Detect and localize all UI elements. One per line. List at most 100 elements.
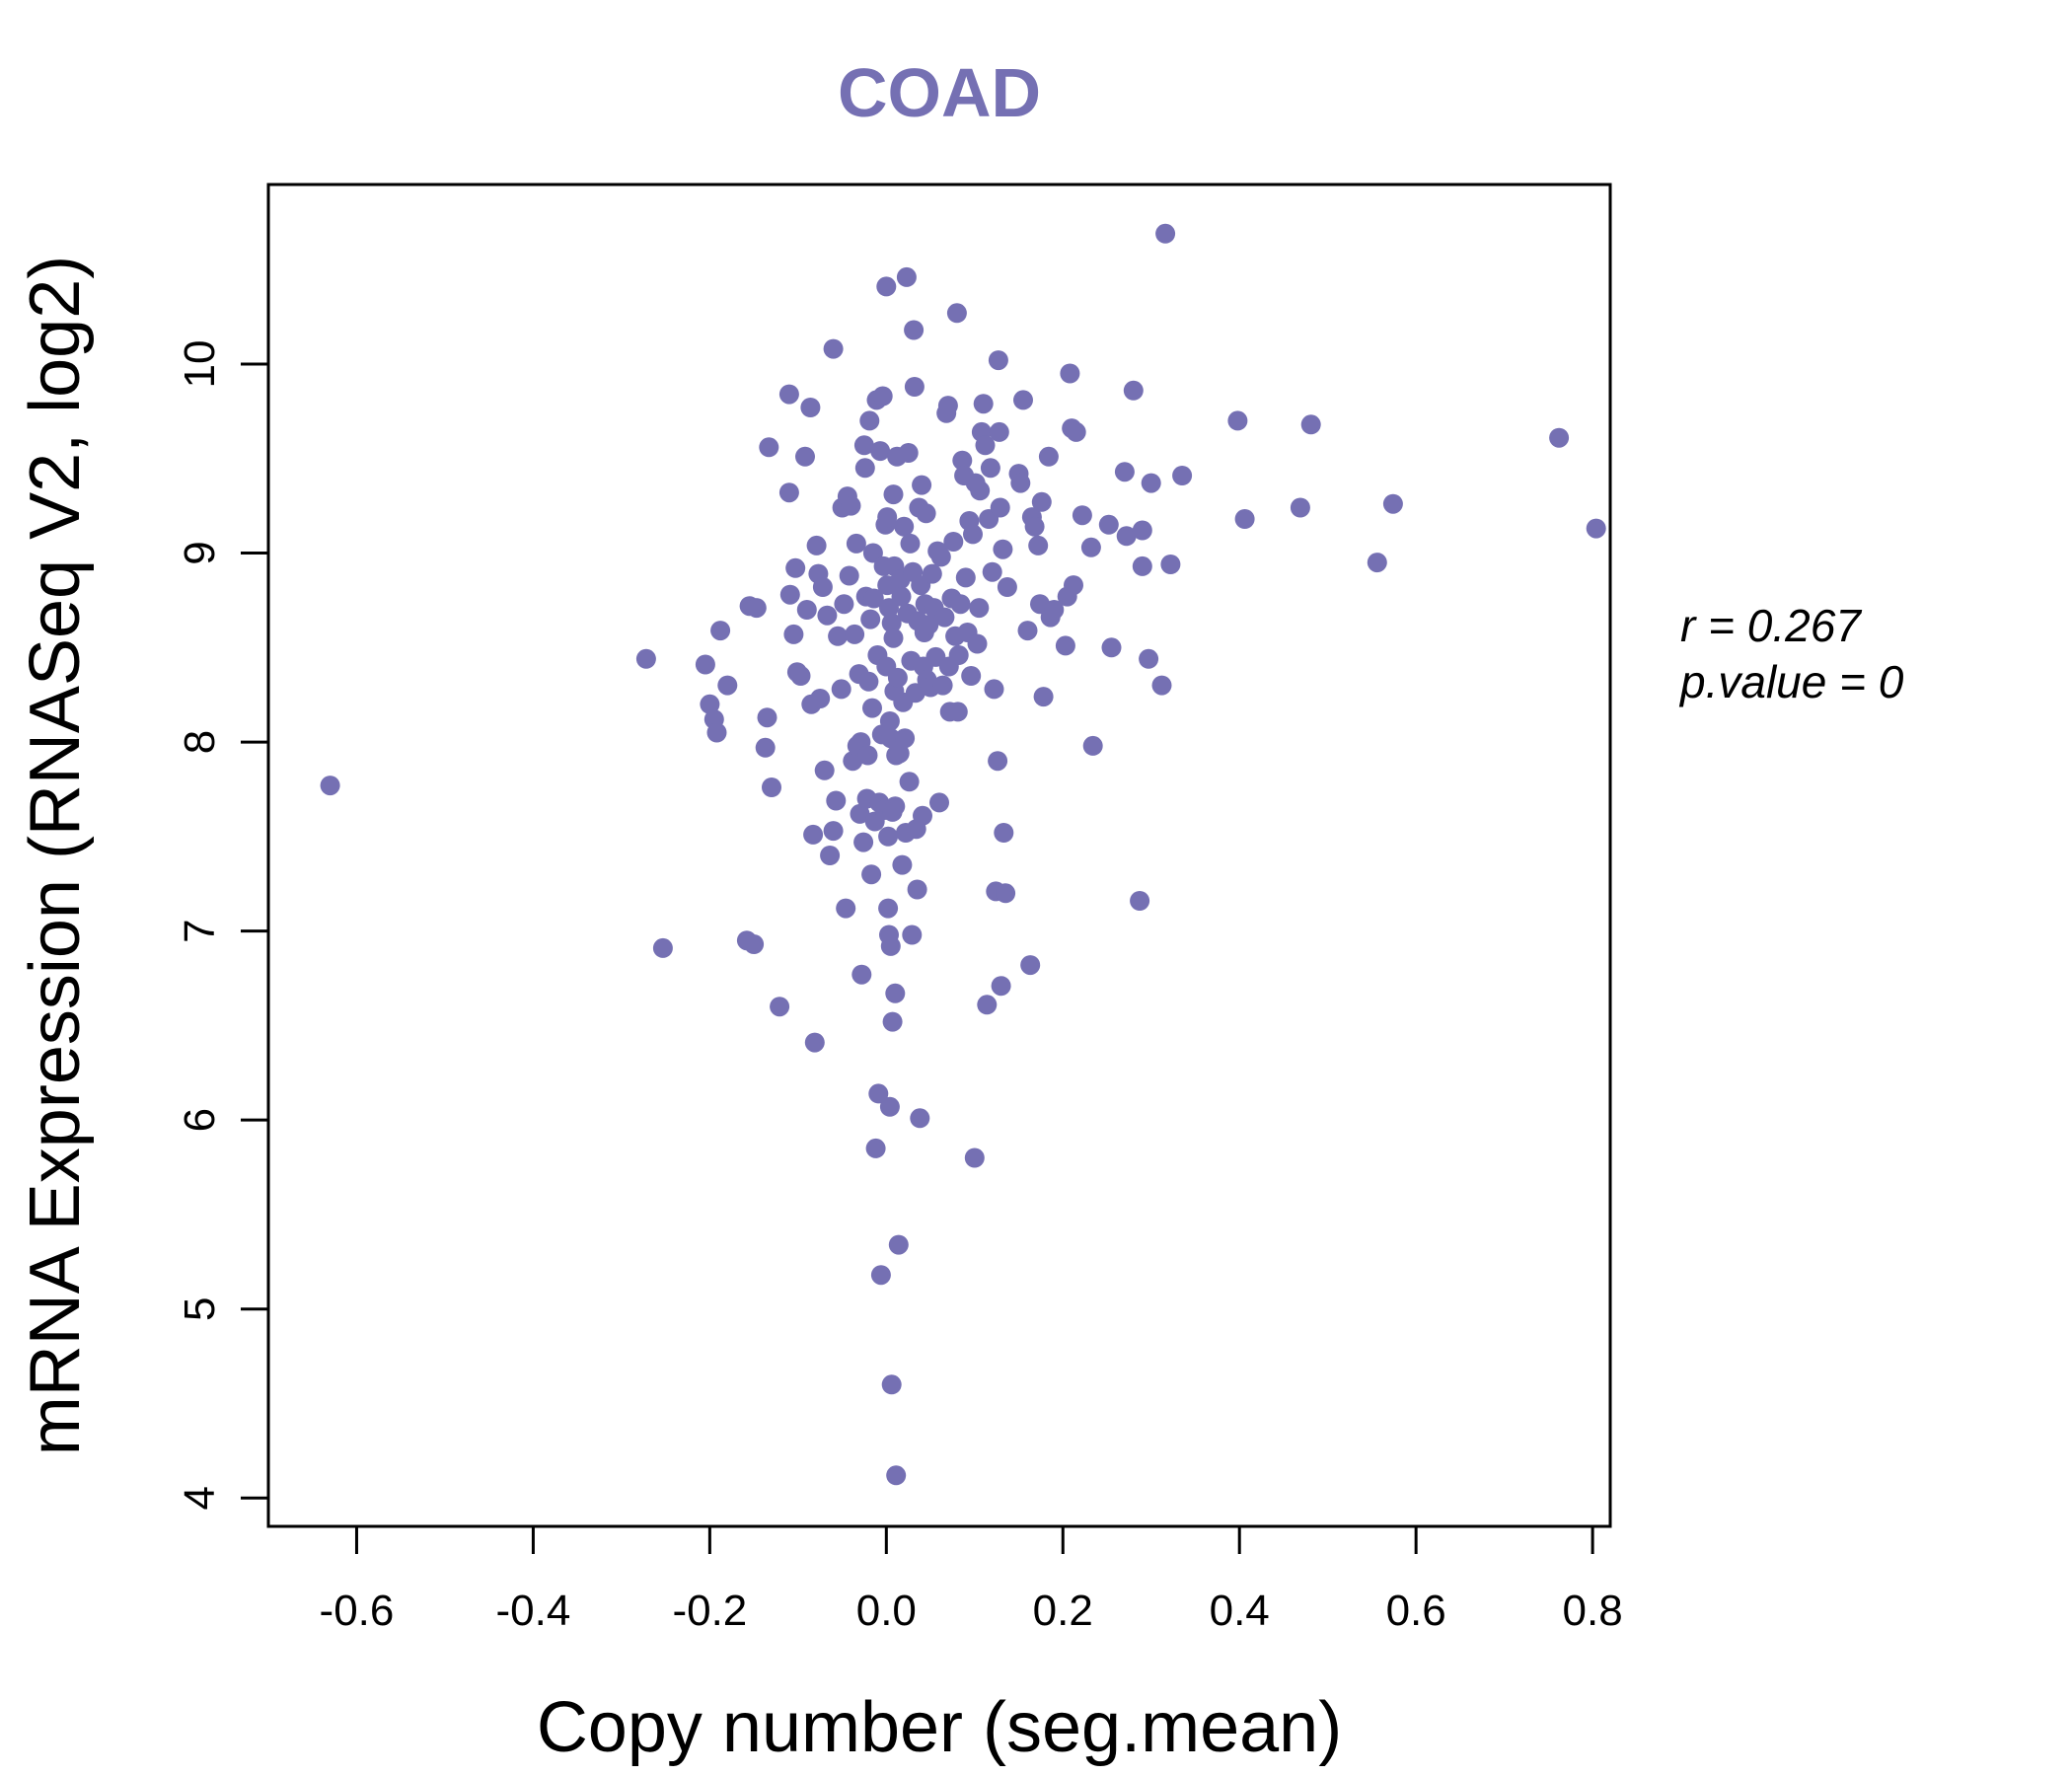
data-point: [863, 588, 884, 609]
data-point: [744, 934, 765, 954]
data-point: [1227, 410, 1248, 431]
data-point: [990, 497, 1010, 518]
data-point: [810, 689, 831, 708]
data-point: [916, 503, 936, 524]
data-point: [1017, 621, 1038, 641]
data-point: [826, 790, 847, 811]
data-point: [904, 320, 925, 340]
data-point: [899, 772, 920, 792]
data-point: [1060, 363, 1080, 384]
x-axis: -0.6 -0.4 -0.2 0.0 0.2 0.4 0.6 0.8: [320, 1524, 1623, 1635]
data-point: [1038, 446, 1059, 467]
data-point: [779, 584, 800, 605]
y-tick-label: 6: [176, 1108, 224, 1132]
data-point: [882, 801, 903, 822]
data-point: [988, 350, 1008, 371]
data-point: [695, 654, 715, 675]
data-point: [865, 1138, 886, 1158]
x-axis-title: Copy number (seg.mean): [537, 1688, 1342, 1767]
data-point: [1151, 675, 1172, 696]
data-point: [857, 745, 878, 766]
data-point: [828, 626, 849, 646]
data-point: [812, 577, 833, 597]
data-point: [1010, 473, 1031, 493]
chart-title: COAD: [838, 54, 1041, 131]
data-point: [878, 898, 899, 919]
y-tick-label: 8: [176, 730, 224, 754]
x-tick-label: 0.4: [1210, 1587, 1270, 1635]
data-point: [1130, 891, 1150, 911]
data-point: [880, 935, 901, 956]
data-point: [806, 535, 827, 555]
data-point: [1160, 555, 1181, 574]
data-point: [1132, 555, 1152, 576]
data-point: [991, 976, 1011, 997]
data-point: [982, 561, 1002, 582]
data-point: [860, 609, 881, 629]
data-point: [1066, 421, 1086, 442]
data-point: [934, 607, 955, 628]
data-point: [1072, 505, 1092, 526]
data-point: [868, 1083, 889, 1104]
p-value-label: p.value = 0: [1678, 656, 1904, 707]
y-tick-label: 9: [176, 541, 224, 564]
y-axis-title: mRNA Expression (RNASeq V2, log2): [16, 256, 95, 1455]
data-point: [843, 751, 863, 772]
data-point: [823, 338, 844, 359]
data-point: [1290, 497, 1310, 518]
data-point: [862, 543, 883, 563]
data-point: [1172, 466, 1193, 485]
data-point: [1549, 427, 1570, 448]
y-tick-label: 5: [176, 1296, 224, 1320]
plot-frame: [266, 183, 1612, 1528]
data-point: [993, 539, 1013, 559]
data-point: [859, 410, 880, 431]
data-point: [1020, 955, 1041, 976]
data-point: [937, 396, 958, 416]
data-point: [879, 1096, 900, 1117]
data-point: [1116, 526, 1137, 547]
data-point: [1028, 535, 1049, 555]
data-point: [1367, 553, 1387, 573]
data-point: [994, 823, 1014, 843]
data-point: [862, 698, 882, 718]
data-point: [861, 864, 882, 885]
data-point: [854, 458, 875, 479]
data-point: [850, 803, 870, 824]
data-point: [795, 446, 815, 467]
data-point: [883, 484, 904, 505]
data-point: [1141, 473, 1161, 493]
data-point: [988, 751, 1008, 772]
data-point: [831, 679, 851, 700]
data-point: [980, 458, 1000, 479]
data-point: [950, 594, 971, 615]
data-point: [912, 475, 932, 495]
data-point: [894, 516, 915, 537]
data-point: [964, 1147, 985, 1168]
data-point: [814, 760, 835, 780]
data-point: [1024, 516, 1045, 537]
data-point: [907, 879, 927, 900]
data-point: [946, 303, 967, 324]
data-point: [717, 675, 738, 696]
data-point: [883, 628, 904, 648]
data-point: [1382, 493, 1403, 514]
data-point: [900, 533, 921, 554]
data-point: [858, 671, 879, 692]
data-point: [997, 577, 1017, 597]
x-tick-label: -0.4: [496, 1587, 571, 1635]
y-axis: 4 5 6 7 8 9 10: [176, 339, 270, 1511]
data-point: [320, 776, 340, 796]
data-point: [834, 594, 854, 615]
data-point: [929, 792, 949, 813]
data-point: [877, 507, 898, 528]
data-point: [887, 667, 908, 688]
data-point: [1031, 491, 1052, 512]
data-point: [706, 722, 727, 743]
data-point: [1064, 575, 1083, 596]
data-point: [955, 567, 976, 588]
data-point: [820, 846, 841, 865]
x-tick-label: 0.8: [1563, 1587, 1623, 1635]
data-point: [823, 821, 844, 842]
